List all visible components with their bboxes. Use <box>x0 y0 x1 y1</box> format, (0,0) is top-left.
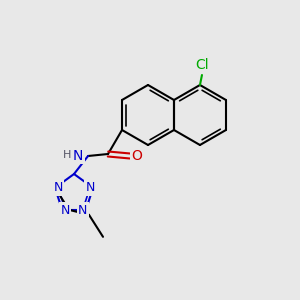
Text: N: N <box>73 149 83 163</box>
Text: N: N <box>78 204 88 217</box>
Text: N: N <box>61 204 70 217</box>
Text: Cl: Cl <box>195 58 209 72</box>
Text: N: N <box>53 181 63 194</box>
Text: N: N <box>85 181 95 194</box>
Text: H: H <box>63 150 71 160</box>
Text: O: O <box>132 149 142 163</box>
